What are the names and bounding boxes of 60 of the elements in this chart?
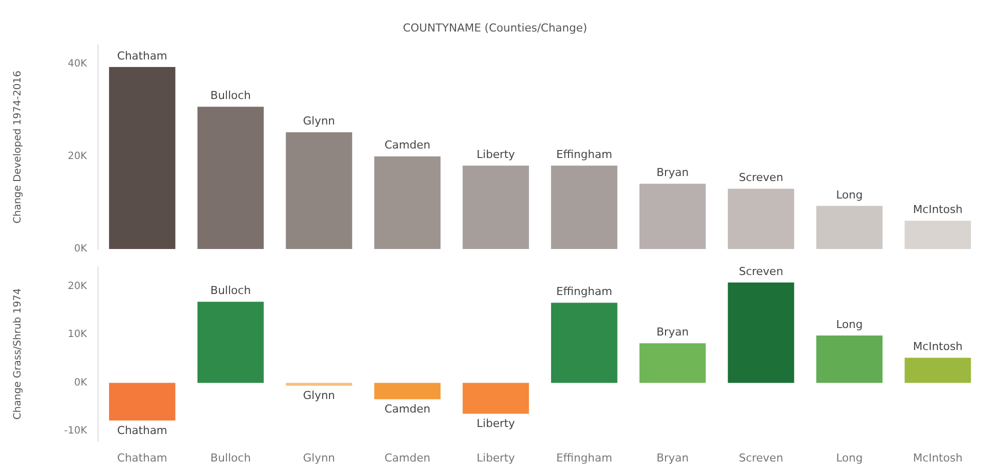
bar [286, 382, 352, 386]
bar [816, 336, 883, 383]
bar [728, 282, 794, 383]
annotation: Screven [738, 264, 784, 278]
x-tick-label: Liberty [476, 451, 516, 464]
bar [109, 382, 176, 421]
annotation: Effingham [556, 148, 612, 161]
bar [816, 206, 883, 249]
bar [904, 358, 971, 383]
y-tick-label: 0K [74, 377, 88, 388]
bar [639, 184, 706, 249]
bar [109, 66, 176, 249]
y-tick-label: 20K [68, 280, 88, 292]
bar [551, 302, 618, 383]
annotation: Bryan [656, 326, 689, 339]
y-axis-title: Change Developed 1974-2016 [12, 70, 24, 224]
annotation: Camden [384, 402, 430, 416]
x-tick-label: McIntosh [913, 451, 963, 464]
annotation: Chatham [117, 424, 168, 437]
annotation: Glynn [302, 389, 336, 402]
bar [197, 302, 264, 383]
annotation: Long [836, 318, 863, 331]
annotation: Bulloch [210, 89, 251, 102]
annotation: Screven [738, 171, 784, 184]
bar [639, 343, 706, 383]
annotation: McIntosh [913, 203, 963, 216]
y-tick-label: 40K [68, 58, 88, 70]
y-tick-label: 0K [74, 244, 88, 255]
x-tick-label: Bulloch [210, 451, 251, 464]
bar [197, 106, 264, 249]
bar [286, 132, 352, 249]
x-tick-label: Effingham [556, 451, 612, 464]
annotation: Long [836, 188, 863, 202]
bar [728, 188, 794, 249]
x-tick-label: Chatham [117, 451, 168, 464]
x-tick-label: Screven [738, 451, 784, 464]
bar [462, 166, 529, 249]
annotation: Effingham [556, 285, 612, 298]
annotation: Liberty [476, 148, 516, 161]
bar [904, 220, 971, 249]
y-tick-label: -10K [64, 426, 88, 437]
bar [374, 156, 441, 249]
x-tick-label: Long [836, 451, 863, 464]
chart-title: COUNTYNAME (Counties/Change) [402, 21, 588, 34]
x-tick-label: Camden [384, 451, 430, 464]
x-tick-label: Glynn [302, 451, 336, 464]
annotation: Camden [384, 138, 430, 152]
annotation: Bulloch [210, 284, 251, 298]
annotation: Chatham [117, 49, 168, 62]
annotation: Liberty [476, 417, 516, 430]
y-tick-label: 20K [68, 150, 88, 162]
annotation: Bryan [656, 166, 689, 180]
bar [462, 382, 529, 414]
bar [374, 382, 441, 400]
bar [551, 166, 618, 249]
annotation: McIntosh [913, 340, 963, 354]
y-axis-title: Change Grass/Shrub 1974 [12, 288, 24, 420]
y-tick-label: 10K [68, 329, 88, 340]
annotation: Glynn [302, 114, 336, 128]
x-tick-label: Bryan [656, 451, 689, 464]
